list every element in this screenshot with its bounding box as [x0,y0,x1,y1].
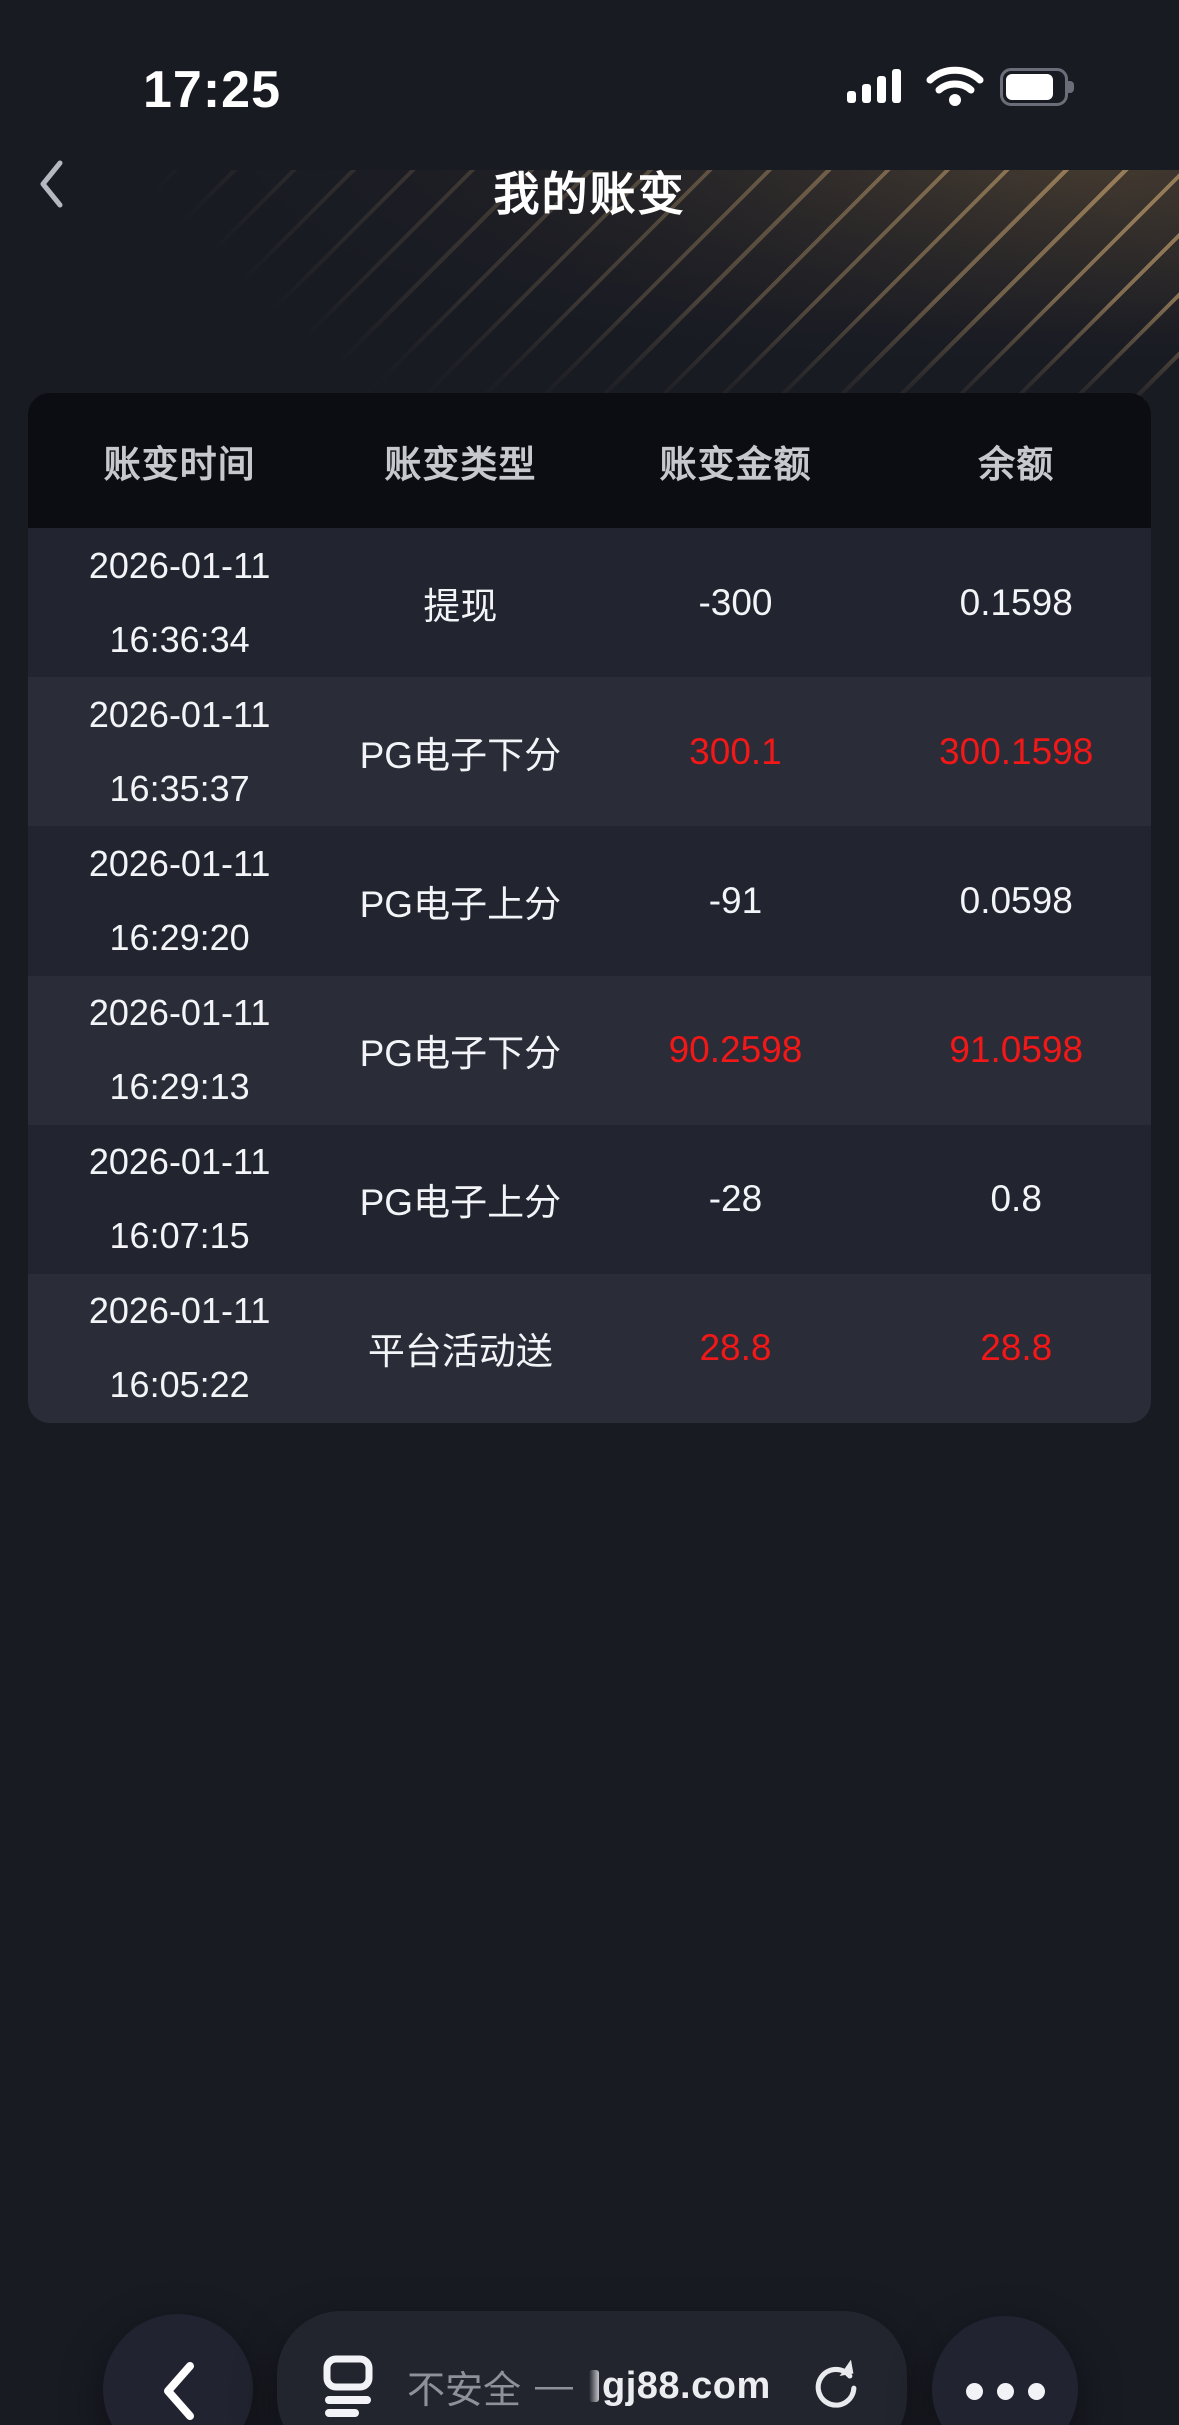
url-text: 不安全 — gj88.com [407,2359,771,2414]
status-bar-icons [847,66,1082,108]
cell-change-amount: 300.1 [689,730,782,772]
change-clock-time: 16:29:13 [109,1066,250,1108]
cell-change-time: 2026-01-11 16:29:13 [28,992,331,1108]
more-button[interactable] [932,2316,1078,2425]
change-date: 2026-01-11 [88,1141,271,1183]
ellipsis-icon [965,2383,1045,2400]
change-date: 2026-01-11 [88,544,271,586]
change-date: 2026-01-11 [88,693,271,735]
cell-change-time: 2026-01-11 16:35:37 [28,694,331,810]
account-changes-table: 账变时间 账变类型 账变金额 余额 2026-01-11 16:36:34 提现 -3… [28,393,1151,1423]
change-clock-time: 16:29:20 [109,916,250,958]
page-title: 我的账变 [493,168,686,220]
change-date: 2026-01-11 [88,1290,271,1332]
cell-change-time: 2026-01-11 16:07:15 [28,1141,331,1257]
cell-change-amount: 28.8 [699,1327,772,1369]
status-bar-time: 17:25 [143,61,281,119]
change-date: 2026-01-11 [88,992,271,1034]
url-domain: gj88.com [602,2364,771,2407]
cell-change-type: PG电子下分 [359,1033,562,1075]
column-header-time: 账变时间 [103,443,256,485]
cell-change-amount: 90.2598 [668,1029,803,1071]
change-clock-time: 16:36:34 [109,618,250,660]
url-separator: — [535,2364,574,2407]
cell-change-type: PG电子上分 [359,1182,562,1224]
cell-change-amount: -28 [708,1178,763,1220]
page-menu-icon [323,2355,373,2417]
cell-balance: 300.1598 [939,730,1094,772]
change-clock-time: 16:07:15 [109,1215,250,1257]
cell-change-type: 平台活动送 [367,1331,553,1373]
column-header-type: 账变类型 [384,443,537,485]
change-clock-time: 16:35:37 [109,767,250,809]
cell-change-time: 2026-01-11 16:05:22 [28,1290,331,1406]
back-chevron-icon[interactable] [36,158,66,210]
security-label: 不安全 [407,2369,522,2412]
cell-change-amount: -91 [708,879,763,921]
table-row: 2026-01-11 16:36:34 提现 -300 0.1598 [28,528,1151,678]
cellular-signal-icon [847,69,901,103]
cell-change-time: 2026-01-11 16:36:34 [28,545,331,661]
table-header-row: 账变时间 账变类型 账变金额 余额 [28,393,1151,528]
cell-balance: 0.0598 [959,879,1073,921]
cell-change-type: PG电子下分 [359,734,562,776]
table-body: 2026-01-11 16:36:34 提现 -300 0.1598 2026-01-11… [28,528,1151,1423]
cell-balance: 0.1598 [959,581,1073,623]
table-row: 2026-01-11 16:29:20 PG电子上分 -91 0.0598 [28,826,1151,976]
table-row: 2026-01-11 16:29:13 PG电子下分 90.2598 91.0598 [28,975,1151,1125]
browser-back-button[interactable] [103,2314,253,2425]
truncated-url-fade [589,2370,600,2402]
change-clock-time: 16:05:22 [109,1364,250,1406]
battery-icon [1000,68,1082,106]
change-date: 2026-01-11 [88,842,271,884]
refresh-button[interactable] [809,2357,863,2415]
column-header-balance: 余额 [978,443,1055,485]
battery-fill [1006,74,1053,100]
refresh-icon [815,2359,857,2408]
cell-balance: 28.8 [980,1327,1053,1369]
table-row: 2026-01-11 16:07:15 PG电子上分 -28 0.8 [28,1124,1151,1274]
wifi-icon [926,66,984,106]
table-row: 2026-01-11 16:05:22 平台活动送 28.8 28.8 [28,1273,1151,1423]
cell-balance: 0.8 [990,1178,1042,1220]
url-bar[interactable]: 不安全 — gj88.com [277,2311,907,2425]
cell-change-type: 提现 [423,585,498,627]
column-header-amount: 账变金额 [659,443,812,485]
cell-change-type: PG电子上分 [359,883,562,925]
browser-back-chevron-icon [164,2362,194,2420]
cell-balance: 91.0598 [949,1029,1084,1071]
cell-change-amount: -300 [698,581,773,623]
cell-change-time: 2026-01-11 16:29:20 [28,843,331,959]
table-row: 2026-01-11 16:35:37 PG电子下分 300.1 300.1598 [28,677,1151,827]
